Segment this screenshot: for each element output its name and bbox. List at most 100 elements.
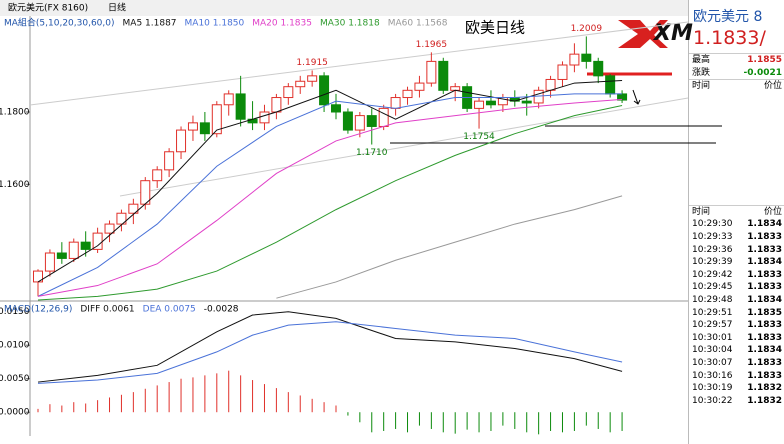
tick-price: 1.1835	[747, 307, 782, 318]
y-tick-label: 0.0050	[0, 374, 30, 384]
tick-time: 10:30:22	[692, 395, 733, 406]
col-price: 价位	[763, 206, 782, 217]
candle-body	[307, 75, 318, 82]
legend-title: MA組合(5,10,20,30,60,0)	[4, 17, 115, 29]
high-row: 最高 1.1855	[689, 54, 784, 67]
tick-row: 10:29:42 1.1833	[689, 269, 784, 282]
legend-entry: DEA 0.0075	[143, 305, 196, 315]
tick-price: 1.1833	[747, 320, 782, 331]
candle-body	[104, 223, 115, 234]
tick-price: 1.1834	[747, 219, 782, 230]
quote-name: 欧元美元 8	[693, 9, 763, 25]
col-time: 时间	[692, 206, 711, 217]
tick-time: 10:29:45	[692, 282, 733, 293]
legend-entry: MA5 1.1887	[123, 19, 177, 29]
candle-body	[557, 64, 568, 80]
candle-body	[569, 53, 580, 66]
price-annotation: 1.1965	[416, 40, 448, 50]
candle-body	[426, 60, 437, 84]
tick-time: 10:30:16	[692, 370, 733, 381]
tick-row: 10:30:16 1.1833	[689, 370, 784, 383]
tick-price: 1.1833	[747, 332, 782, 343]
candle-body	[56, 252, 67, 259]
y-tick-label: 1.1800	[0, 108, 30, 118]
col-price: 价位	[763, 81, 782, 92]
tick-price: 1.1834	[747, 345, 782, 356]
candle-body	[92, 232, 103, 250]
candle-body	[354, 115, 365, 131]
tick-time: 10:29:39	[692, 257, 733, 268]
candle-body	[33, 270, 43, 283]
candle-body	[474, 100, 485, 109]
toolbar	[0, 0, 688, 16]
change-label: 涨跌	[692, 67, 711, 78]
tick-time: 10:29:51	[692, 307, 733, 318]
tick-price: 1.1833	[747, 231, 782, 242]
line	[37, 311, 623, 383]
tick-price: 1.1834	[747, 294, 782, 305]
tick-row: 10:30:19 1.1832	[689, 382, 784, 395]
line	[276, 195, 623, 299]
candle-body	[521, 100, 532, 104]
candle-body	[593, 60, 604, 77]
candle-body	[211, 104, 222, 135]
logo: XM	[652, 21, 693, 46]
candle-body	[44, 252, 55, 272]
tick-price: 1.1833	[747, 370, 782, 381]
price-annotation: 1.1754	[463, 132, 495, 142]
candle-body	[128, 203, 139, 214]
legend-entry: MA10 1.1850	[185, 19, 245, 29]
y-tick-label: 0.0100	[0, 341, 30, 351]
legend-entry: MA30 1.1818	[320, 19, 380, 29]
candle-body	[187, 122, 198, 131]
candle-body	[605, 75, 616, 95]
tick-list: 10:29:30 1.1834 10:29:33 1.1833 10:29:36 1.18…	[689, 218, 784, 407]
tick-time: 10:30:01	[692, 332, 733, 343]
tick-time: 10:29:30	[692, 219, 733, 230]
candle-body	[223, 93, 234, 106]
tick-time: 10:30:19	[692, 383, 733, 394]
candle-body	[199, 122, 210, 135]
tick-time: 10:29:33	[692, 231, 733, 242]
line	[37, 93, 623, 297]
legend-title: MACD(12,26,9)	[4, 305, 72, 315]
tick-price: 1.1832	[747, 395, 782, 406]
y-tick-label: 1.1600	[0, 180, 30, 190]
candle-body	[450, 86, 461, 91]
candle-body	[319, 75, 330, 106]
chart-title: 欧美日线	[465, 19, 525, 37]
tick-time: 10:30:04	[692, 345, 733, 356]
candle-body	[485, 100, 496, 106]
candle-body	[152, 169, 163, 182]
tick-time: 10:29:36	[692, 244, 733, 255]
candle-body	[402, 89, 413, 99]
period: 日线	[108, 2, 126, 14]
legend-entry: DIFF 0.0061	[80, 305, 134, 315]
tick-price: 1.1833	[747, 244, 782, 255]
candle-body	[342, 111, 353, 131]
tick-price: 1.1833	[747, 357, 782, 368]
line	[37, 80, 623, 283]
line	[37, 98, 623, 297]
price-annotation: 1.2009	[571, 24, 603, 34]
tick-row: 10:29:30 1.1834	[689, 218, 784, 231]
line	[37, 321, 623, 384]
tick-price: 1.1833	[747, 282, 782, 293]
tick-time: 10:29:42	[692, 269, 733, 280]
candle-body	[378, 107, 389, 127]
line	[37, 105, 623, 301]
quote-price: 1.1833/	[689, 26, 784, 54]
tick-price: 1.1834	[747, 257, 782, 268]
tick-row: 10:30:07 1.1833	[689, 357, 784, 370]
tick-row: 10:29:36 1.1833	[689, 244, 784, 257]
tick-row: 10:30:04 1.1834	[689, 344, 784, 357]
trend-line	[29, 21, 689, 106]
tick-time: 10:29:48	[692, 294, 733, 305]
candle-body	[68, 241, 79, 259]
y-tick-label: 0.0000	[0, 408, 30, 418]
legend-entry: -0.0028	[204, 305, 239, 315]
symbol: 欧元美元(FX 8160)	[8, 2, 88, 14]
candle-body	[545, 78, 556, 91]
legend-entry: MA20 1.1835	[252, 19, 312, 29]
